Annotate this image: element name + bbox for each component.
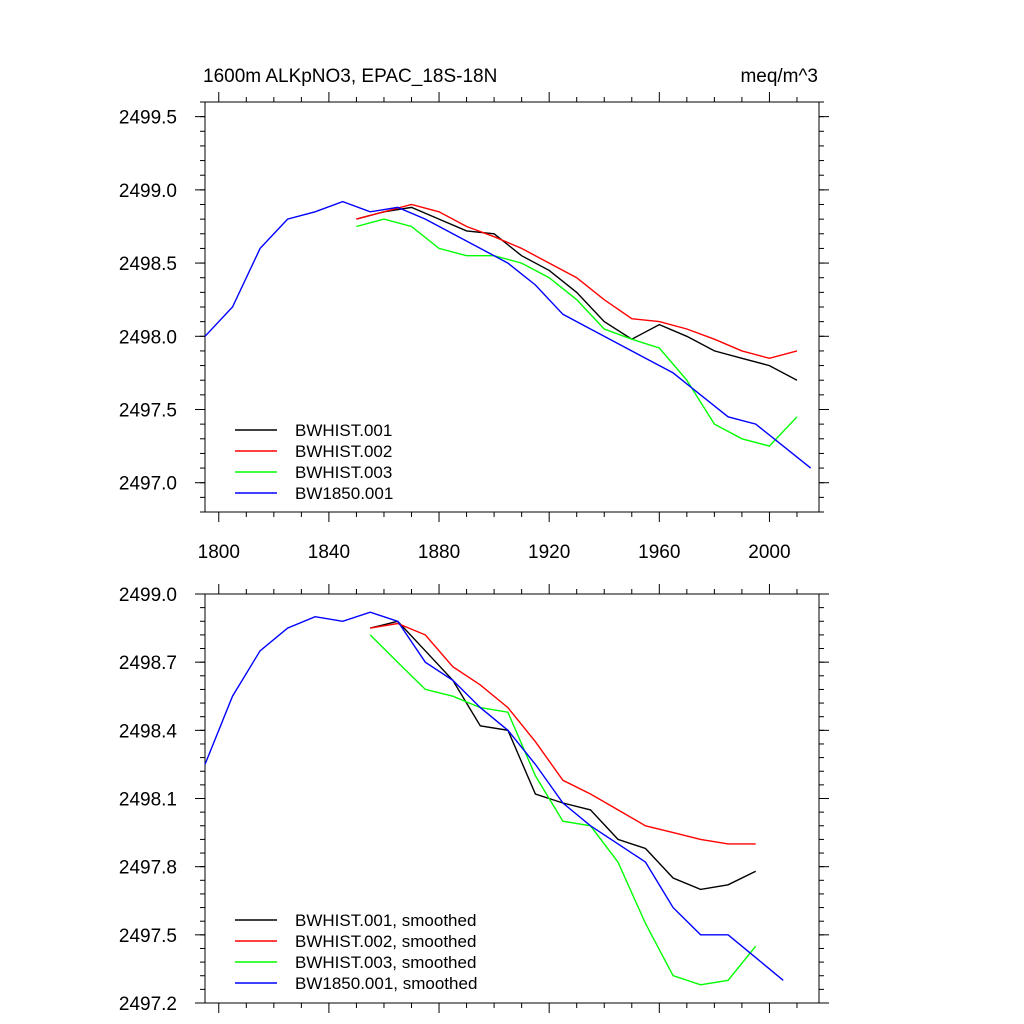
x-tick-label: 1840 [308,542,350,563]
legend-label: BWHIST.003 [295,463,392,482]
legend-label: BWHIST.001 [295,421,392,440]
y-tick-label: 2498.7 [119,653,177,674]
legend-label: BWHIST.003, smoothed [295,953,476,972]
legend-label: BW1850.001 [295,484,393,503]
y-tick-label: 2498.4 [119,721,178,742]
series-line [369,634,757,986]
series-line [356,203,798,360]
y-tick-label: 2497.5 [119,401,177,422]
series-line [356,206,798,381]
legend-label: BWHIST.001, smoothed [295,911,476,930]
series-line [204,200,812,469]
x-tick-label: 1960 [638,542,680,563]
x-tick-label: 1920 [528,542,570,563]
x-tick-label: 1880 [418,542,460,563]
series-line [370,620,757,891]
legend-label: BWHIST.002 [295,442,392,461]
series-line [204,611,784,981]
y-tick-label: 2499.5 [119,108,177,129]
chart-units: meq/m^3 [740,66,818,87]
series-line [370,622,756,845]
panel-top: 1600m ALKpNO3, EPAC_18S-18N meq/m^3 1800… [119,66,829,563]
x-tick-label: 1800 [198,542,240,563]
y-tick-label: 2497.5 [119,926,177,947]
y-tick-label: 2499.0 [119,585,177,606]
y-tick-label: 2497.8 [119,858,177,879]
chart-title: 1600m ALKpNO3, EPAC_18S-18N [203,66,497,87]
y-tick-label: 2498.5 [119,254,177,275]
y-tick-label: 2497.0 [119,474,177,495]
panel-bottom: 2497.2 2497.5 2497.8 2498.1 2498.4 2498.7 2499… [119,584,829,1015]
series-line [356,218,798,447]
y-tick-label: 2499.0 [119,181,177,202]
y-tick-label: 2498.1 [119,790,177,811]
legend-label: BW1850.001, smoothed [295,974,477,993]
y-tick-label: 2497.2 [119,994,177,1015]
x-tick-label: 2000 [748,542,790,563]
y-tick-label: 2498.0 [119,327,177,348]
legend-label: BWHIST.002, smoothed [295,932,476,951]
